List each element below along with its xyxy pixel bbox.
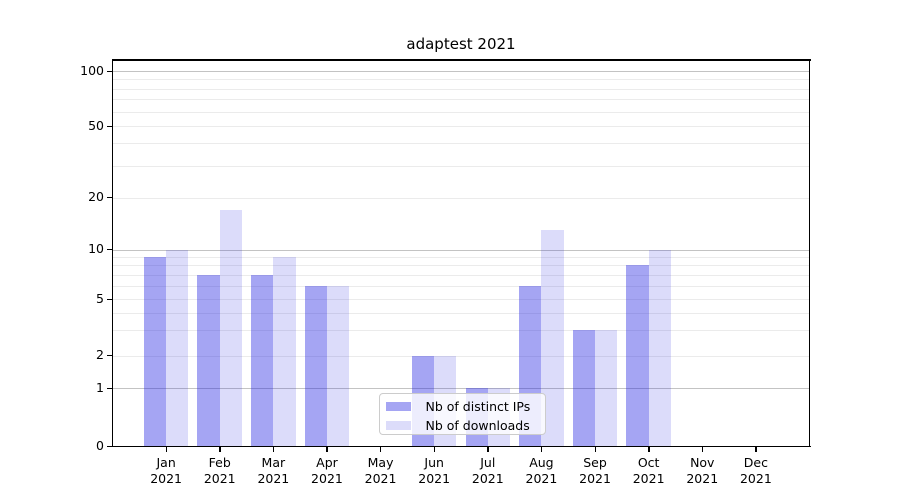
x-tick-jan [165,447,167,452]
y-tick-label-100: 100 [80,62,104,78]
gridline-minor-6 [112,285,810,287]
gridline-major-10 [112,249,810,251]
y-tick-0 [107,445,112,447]
bar-downloads-feb [219,209,243,446]
y-tick-label-2: 2 [96,347,104,362]
bar-downloads-jan [166,249,189,446]
x-tick-dec [755,447,757,452]
x-tick-sep [594,447,596,452]
bar-ips-jan [143,257,167,446]
gridline-minor-60 [112,111,810,113]
x-tick-feb [219,447,221,452]
gridline-minor-2 [112,355,810,357]
y-tick-1 [107,387,112,389]
x-tick-label-dec: Dec 2021 [739,455,772,486]
gridline-minor-50 [112,126,810,127]
axis-spine-left [111,59,113,448]
x-tick-aug [540,447,543,452]
bar-ips-mar [251,274,274,446]
x-tick-label-jul: Jul 2021 [471,455,504,486]
gridline-minor-7 [112,274,810,276]
x-tick-jul [487,447,489,452]
bar-downloads-aug [541,229,564,446]
x-tick-label-may: May 2021 [364,455,397,486]
x-tick-label-aug: Aug 2021 [525,455,558,486]
x-tick-oct [648,447,650,452]
legend-item-distinct-ips: Nb of distinct IPs [385,397,545,416]
y-tick-label-1: 1 [96,379,104,395]
gridline-minor-30 [112,165,810,167]
gridline-minor-4 [112,312,810,314]
x-tick-label-sep: Sep 2021 [579,455,611,486]
x-tick-label-mar: Mar 2021 [257,455,290,486]
bar-ips-sep [572,330,596,446]
y-tick-100 [107,70,112,72]
y-tick-label-50: 50 [88,117,104,133]
x-tick-jun [433,447,436,452]
legend: Nb of distinct IPs Nb of downloads [378,393,546,435]
gridline-minor-20 [112,197,810,199]
y-tick-label-10: 10 [88,241,104,256]
x-tick-label-oct: Oct 2021 [632,455,665,486]
x-tick-may [380,447,382,452]
bar-downloads-sep [595,330,618,446]
axis-spine-top [111,59,811,61]
bar-downloads-apr [326,285,350,446]
gridline-major-1 [112,388,810,389]
y-tick-label-5: 5 [96,290,104,306]
gridline-minor-9 [112,257,810,259]
y-tick-label-0: 0 [96,437,104,453]
gridline-minor-70 [112,99,810,101]
x-tick-label-jun: Jun 2021 [418,455,451,486]
legend-item-downloads: Nb of downloads [385,416,545,435]
x-tick-nov [701,447,704,452]
gridline-minor-80 [112,88,810,90]
gridline-minor-8 [112,265,810,267]
x-tick-apr [326,447,328,452]
axis-spine-bottom [111,446,811,448]
y-tick-20 [107,197,112,199]
x-tick-label-jan: Jan 2021 [150,455,183,486]
y-tick-label-20: 20 [88,189,104,204]
legend-label-downloads: Nb of downloads [425,418,530,433]
y-tick-10 [107,249,112,251]
bar-downloads-mar [273,257,296,446]
x-tick-mar [272,447,275,452]
axis-spine-right [809,59,811,448]
y-tick-2 [107,355,112,357]
gridline-minor-40 [112,143,810,145]
x-tick-label-apr: Apr 2021 [311,455,343,486]
gridline-minor-3 [112,330,810,332]
y-tick-5 [107,298,112,300]
bar-ips-feb [197,274,220,446]
gridline-major-100 [112,71,810,72]
x-tick-label-feb: Feb 2021 [203,455,236,486]
legend-label-distinct-ips: Nb of distinct IPs [425,399,531,414]
chart-title: adaptest 2021 [406,35,516,53]
legend-swatch-distinct-ips [385,402,411,411]
bar-ips-apr [304,285,327,446]
bar-downloads-oct [648,249,671,446]
x-tick-label-nov: Nov 2021 [686,455,719,486]
y-tick-50 [107,125,112,127]
bar-ips-oct [626,265,649,446]
plot-area [112,60,810,446]
legend-swatch-downloads [385,421,411,430]
gridline-minor-5 [112,299,810,300]
gridline-minor-90 [112,79,810,81]
